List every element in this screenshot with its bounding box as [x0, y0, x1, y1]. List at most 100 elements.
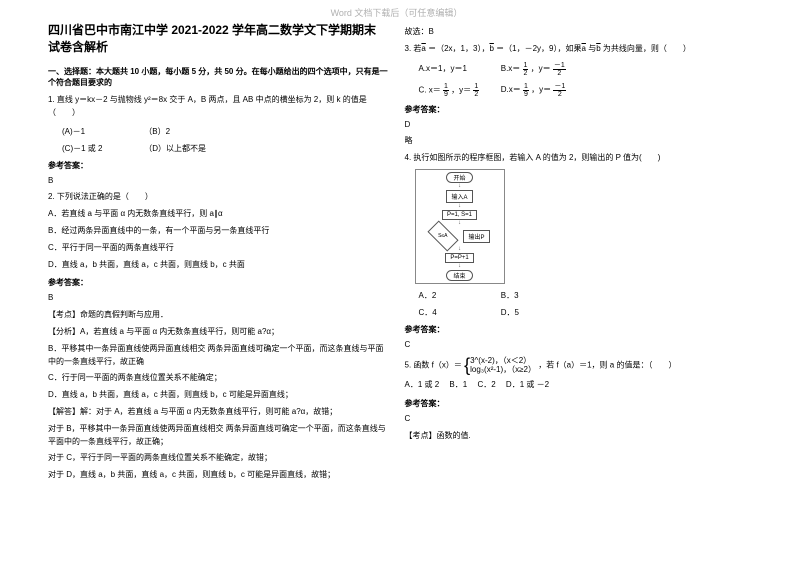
q5-optD: D．1 或 －2	[506, 380, 549, 389]
q2-stem: 2. 下列说法正确的是（ ）	[48, 191, 389, 204]
piecewise-function: { 3^(x-2)，（x＜2） log₃(x²-1)，（x≥2）	[464, 356, 536, 375]
q2-jdC: 对于 C，平行于同一平面的两条直线位置关系不能确定，故错；	[48, 452, 389, 465]
q1-optC: (C)－1 或 2	[62, 143, 142, 154]
q3-row1: A.x＝1，y＝1 B.x＝ 12 ，y＝ －12	[419, 62, 746, 77]
flowchart-diagram: 开始 ↓ 输入A ↓ P=1, S=1 ↓ S≤A 输出P ↓ P=P+1 ↓ …	[415, 169, 505, 284]
fc-start: 开始	[446, 172, 472, 183]
q4-stem: 4. 执行如图所示的程序框图，若输入 A 的值为 2，则输出的 P 值为( )	[405, 152, 746, 165]
q5-stem: 5. 函数 f（x）＝ { 3^(x-2)，（x＜2） log₃(x²-1)，（…	[405, 356, 746, 375]
q2-answer: B	[48, 292, 389, 305]
fc-end: 结束	[446, 270, 472, 281]
fc-cond-text: S≤A	[439, 233, 448, 239]
q2-optD: D．直线 a，b 共面，直线 a，c 共面，则直线 b，c 共面	[48, 259, 389, 272]
q3-stem-d: 与	[588, 44, 596, 53]
q4-answer-label: 参考答案：	[405, 324, 746, 335]
fc-init: P=1, S=1	[442, 210, 477, 220]
q2-optC: C．平行于同一平面的两条直线平行	[48, 242, 389, 255]
q4-optD: D．5	[501, 308, 519, 317]
q3-stem-e: 为共线向量，则（ ）	[603, 44, 691, 53]
q4-optA: A．2	[419, 290, 499, 301]
q4-optC: C．4	[419, 307, 499, 318]
q5-answer-label: 参考答案：	[405, 398, 746, 409]
frac-1-9-icon: 19	[443, 83, 449, 98]
arrow-down-icon-4: ↓	[458, 247, 461, 252]
q2-answer-label: 参考答案：	[48, 277, 389, 288]
q3-optD: D.x＝ 19 ，y＝ －12	[501, 85, 567, 94]
q3-stem: 3. 若a ＝（2x，1，3），b ＝（1，－2y，9），如果a 与b 为共线向…	[405, 43, 746, 56]
arrow-down-icon-5: ↓	[458, 264, 461, 269]
q2-optB: B．经过两条异面直线中的一条，有一个平面与另一条直线平行	[48, 225, 389, 238]
q3-stem-c: ＝（1，－2y，9），如果	[496, 44, 581, 53]
q3-optD-a: D.x＝	[501, 85, 521, 94]
vector-b2-icon: b	[596, 44, 600, 53]
q3-answer: D	[405, 119, 746, 132]
arrow-down-icon-3: ↓	[458, 221, 461, 226]
q1-answer-label: 参考答案：	[48, 160, 389, 171]
fc-condition: S≤A	[428, 221, 459, 252]
q1-stem: 1. 直线 y＝kx－2 与抛物线 y²＝8x 交于 A，B 两点，且 AB 中…	[48, 94, 389, 120]
q2-kd: 【考点】命题的真假判断与应用．	[48, 309, 389, 322]
q3-optD-b: ，y＝	[531, 85, 551, 94]
fc-input: 输入A	[446, 190, 472, 203]
q3-row2: C. x＝ 19 ，y＝ 12 D.x＝ 19 ，y＝ －12	[419, 83, 746, 98]
frac-1-9b-icon: 19	[523, 83, 529, 98]
q3-optA: A.x＝1，y＝1	[419, 63, 499, 74]
q4-row2: C．4 D．5	[419, 307, 746, 318]
q4-row1: A．2 B．3	[419, 290, 746, 301]
q3-optC-a: C. x＝	[419, 85, 441, 94]
title-line-1: 四川省巴中市南江中学 2021-2022 学年高二数学文下学期期末	[48, 23, 376, 37]
q2-jdD: 对于 D，直线 a，b 共面，直线 a，c 共面，则直线 b，c 可能是异面直线…	[48, 469, 389, 482]
frac-1-2b-icon: 12	[473, 83, 479, 98]
q3-optC: C. x＝ 19 ，y＝ 12	[419, 83, 499, 98]
q2-optA: A．若直线 a 与平面 α 内无数条直线平行，则 a∥α	[48, 208, 389, 221]
q3-stem-a: 3. 若	[405, 44, 422, 53]
frac-1-2-icon: 12	[523, 62, 529, 77]
fc-output: 输出P	[463, 230, 489, 243]
q2-fxB: B．平移其中一条异面直线使两异面直线相交 两条异面直线可确定一个平面，而这条直线…	[48, 343, 389, 369]
section-1-heading: 一、选择题：本大题共 10 小题，每小题 5 分，共 50 分。在每小题给出的四…	[48, 66, 389, 88]
arrow-down-icon-2: ↓	[458, 204, 461, 209]
title-line-2: 试卷含解析	[48, 40, 108, 54]
q2-fxD: D．直线 a，b 共面，直线 a，c 共面，则直线 b，c 可能是异面直线；	[48, 389, 389, 402]
watermark-text: Word 文档下载后（可任意编辑）	[0, 6, 793, 19]
q5-answer: C	[405, 413, 746, 426]
q5-stem-b: ，若 f（a）＝1，则 a 的值是：（ ）	[538, 360, 676, 369]
right-column: 故选：B 3. 若a ＝（2x，1，3），b ＝（1，－2y，9），如果a 与b…	[397, 22, 754, 551]
vector-a2-icon: a	[582, 44, 586, 53]
q1-answer: B	[48, 175, 389, 188]
q5-kd: 【考点】函数的值.	[405, 430, 746, 443]
q1-options-row2: (C)－1 或 2 （D）以上都不是	[62, 143, 389, 154]
q1-optA: (A)－1	[62, 126, 142, 137]
q1-optB: （B）2	[144, 127, 170, 136]
q5-options: A．1 或 2 B．1 C．2 D．1 或 －2	[405, 379, 746, 392]
vector-b-icon: b	[489, 44, 493, 53]
pw-row1: 3^(x-2)，（x＜2）	[470, 356, 536, 366]
left-column: 四川省巴中市南江中学 2021-2022 学年高二数学文下学期期末 试卷含解析 …	[40, 22, 397, 551]
two-column-layout: 四川省巴中市南江中学 2021-2022 学年高二数学文下学期期末 试卷含解析 …	[0, 0, 793, 561]
q3-stem-b: ＝（2x，1，3），	[428, 44, 489, 53]
q5-optB: B．1	[449, 380, 467, 389]
q2-jdB: 对于 B，平移其中一条异面直线使两异面直线相交 两条异面直线可确定一个平面，而这…	[48, 423, 389, 449]
q4-optB: B．3	[501, 291, 519, 300]
frac-neg1-2-icon: －12	[553, 62, 566, 77]
pw-row2: log₃(x²-1)，（x≥2）	[470, 365, 536, 375]
q3-optB-b: ，y＝	[531, 64, 551, 73]
vector-a-icon: a	[421, 44, 425, 53]
q5-optC: C．2	[477, 380, 495, 389]
q5-stem-a: 5. 函数 f（x）＝	[405, 360, 462, 369]
q4-answer: C	[405, 339, 746, 352]
q3-optC-b: ，y＝	[451, 85, 471, 94]
q2-jd: 【解答】解：对于 A，若直线 a 与平面 α 内无数条直线平行，则可能 a?α，…	[48, 406, 389, 419]
q1-optD: （D）以上都不是	[144, 144, 206, 153]
fc-incr: P=P+1	[445, 253, 473, 263]
q3-answer-label: 参考答案：	[405, 104, 746, 115]
document-title: 四川省巴中市南江中学 2021-2022 学年高二数学文下学期期末 试卷含解析	[48, 22, 389, 56]
q3-optB: B.x＝ 12 ，y＝ －12	[501, 64, 566, 73]
q1-options-row1: (A)－1 （B）2	[62, 126, 389, 137]
q5-optA: A．1 或 2	[405, 380, 440, 389]
arrow-down-icon: ↓	[458, 184, 461, 189]
q2-gx: 故选：B	[405, 26, 746, 39]
frac-neg1-2b-icon: －12	[553, 83, 566, 98]
q2-fxC: C．行于同一平面的两条直线位置关系不能确定；	[48, 372, 389, 385]
q3-lue: 略	[405, 135, 746, 148]
